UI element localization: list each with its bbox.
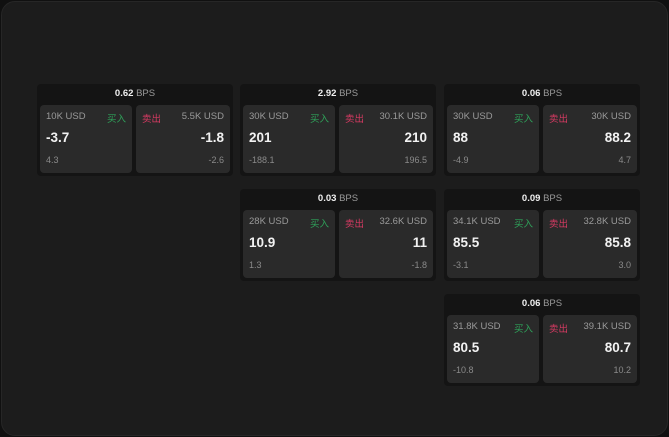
sell-button[interactable]: 卖出 39.1K USD 80.7 10.2 — [543, 315, 637, 383]
buy-label: 买入 — [309, 219, 329, 230]
quote-widget: 0.06 BPS 31.8K USD 买入 80.5 -10.8 卖出 39.1K … — [444, 294, 640, 386]
sell-label: 卖出 — [549, 114, 569, 125]
spread-unit: BPS — [339, 88, 359, 99]
buy-size: 31.8K USD — [453, 321, 501, 332]
buy-change: -10.8 — [453, 365, 474, 375]
buy-button[interactable]: 28K USD 买入 10.9 1.3 — [243, 210, 335, 278]
buy-change: 1.3 — [249, 260, 262, 270]
spread-header: 0.06 BPS — [444, 294, 640, 314]
spread-unit: BPS — [543, 193, 563, 204]
spread-header: 0.06 BPS — [444, 84, 640, 104]
buy-price: -3.7 — [46, 130, 70, 145]
buy-size: 30K USD — [249, 111, 289, 122]
sell-size: 30K USD — [591, 111, 631, 122]
buy-label: 买入 — [106, 114, 126, 125]
buy-change: 4.3 — [46, 155, 59, 165]
sell-price: 210 — [404, 130, 427, 145]
buy-label: 买入 — [513, 219, 533, 230]
buy-button[interactable]: 31.8K USD 买入 80.5 -10.8 — [447, 315, 539, 383]
sell-size: 32.6K USD — [379, 216, 427, 227]
sell-change: 3.0 — [618, 260, 631, 270]
sell-label: 卖出 — [345, 219, 365, 230]
sell-size: 5.5K USD — [181, 111, 224, 122]
spread-unit: BPS — [543, 298, 563, 309]
buy-size: 28K USD — [249, 216, 289, 227]
buy-price: 10.9 — [249, 235, 276, 250]
quote-widget: 0.09 BPS 34.1K USD 买入 85.5 -3.1 卖出 32.8K U… — [444, 189, 640, 281]
sell-change: -2.6 — [208, 155, 224, 165]
spread-value: 0.06 — [521, 298, 541, 309]
spread-unit: BPS — [339, 193, 359, 204]
buy-price: 80.5 — [453, 340, 480, 355]
spread-value: 0.62 — [114, 88, 134, 99]
sell-change: 196.5 — [404, 155, 427, 165]
buy-button[interactable]: 30K USD 买入 201 -188.1 — [243, 105, 335, 173]
buy-label: 买入 — [513, 324, 533, 335]
buy-size: 30K USD — [453, 111, 493, 122]
sell-button[interactable]: 卖出 30.1K USD 210 196.5 — [339, 105, 433, 173]
sell-size: 30.1K USD — [379, 111, 427, 122]
buy-button[interactable]: 30K USD 买入 88 -4.9 — [447, 105, 539, 173]
spread-value: 0.09 — [521, 193, 541, 204]
spread-unit: BPS — [543, 88, 563, 99]
buy-label: 买入 — [309, 114, 329, 125]
buy-change: -188.1 — [249, 155, 275, 165]
spread-header: 0.62 BPS — [37, 84, 233, 104]
sell-button[interactable]: 卖出 32.8K USD 85.8 3.0 — [543, 210, 637, 278]
quote-widget: 0.03 BPS 28K USD 买入 10.9 1.3 卖出 32.6K USD … — [240, 189, 436, 281]
buy-button[interactable]: 10K USD 买入 -3.7 4.3 — [40, 105, 132, 173]
spread-unit: BPS — [136, 88, 156, 99]
sell-label: 卖出 — [549, 324, 569, 335]
buy-price: 201 — [249, 130, 272, 145]
spread-value: 2.92 — [317, 88, 337, 99]
buy-change: -4.9 — [453, 155, 469, 165]
spread-header: 2.92 BPS — [240, 84, 436, 104]
spread-header: 0.09 BPS — [444, 189, 640, 209]
sell-price: 11 — [412, 235, 427, 250]
sell-change: 10.2 — [613, 365, 631, 375]
spread-value: 0.03 — [317, 193, 337, 204]
buy-price: 88 — [453, 130, 469, 145]
sell-button[interactable]: 卖出 5.5K USD -1.8 -2.6 — [136, 105, 230, 173]
sell-label: 卖出 — [142, 114, 162, 125]
spread-value: 0.06 — [521, 88, 541, 99]
buy-label: 买入 — [513, 114, 533, 125]
buy-size: 10K USD — [46, 111, 86, 122]
quote-widget: 0.06 BPS 30K USD 买入 88 -4.9 卖出 30K USD 88.… — [444, 84, 640, 176]
sell-size: 32.8K USD — [583, 216, 631, 227]
sell-button[interactable]: 卖出 30K USD 88.2 4.7 — [543, 105, 637, 173]
spread-header: 0.03 BPS — [240, 189, 436, 209]
buy-price: 85.5 — [453, 235, 480, 250]
quote-widget: 2.92 BPS 30K USD 买入 201 -188.1 卖出 30.1K US… — [240, 84, 436, 176]
sell-price: 85.8 — [604, 235, 631, 250]
sell-price: -1.8 — [200, 130, 224, 145]
sell-change: 4.7 — [618, 155, 631, 165]
sell-change: -1.8 — [411, 260, 427, 270]
buy-change: -3.1 — [453, 260, 469, 270]
sell-price: 88.2 — [604, 130, 631, 145]
sell-size: 39.1K USD — [583, 321, 631, 332]
buy-button[interactable]: 34.1K USD 买入 85.5 -3.1 — [447, 210, 539, 278]
sell-label: 卖出 — [345, 114, 365, 125]
sell-label: 卖出 — [549, 219, 569, 230]
buy-size: 34.1K USD — [453, 216, 501, 227]
sell-price: 80.7 — [604, 340, 631, 355]
quote-widget: 0.62 BPS 10K USD 买入 -3.7 4.3 卖出 5.5K USD -… — [37, 84, 233, 176]
sell-button[interactable]: 卖出 32.6K USD 11 -1.8 — [339, 210, 433, 278]
